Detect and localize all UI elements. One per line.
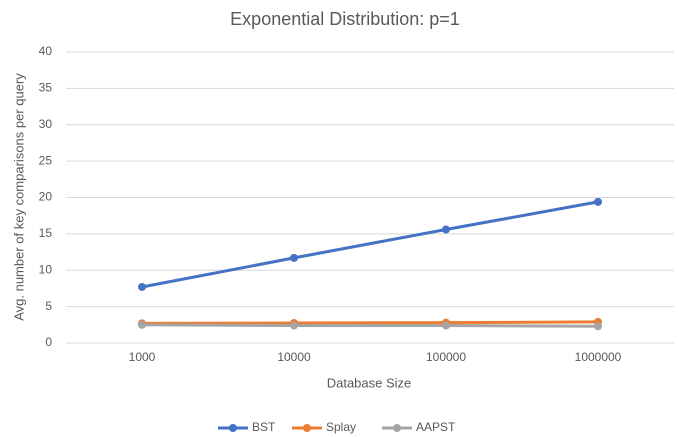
x-axis-title: Database Size — [327, 375, 412, 390]
data-point — [442, 225, 450, 234]
series-line — [141, 320, 599, 325]
chart-title: Exponential Distribution: p=1 — [230, 9, 460, 29]
y-tick-label: 35 — [39, 81, 53, 95]
series-line — [141, 200, 599, 289]
data-point — [138, 320, 146, 329]
legend-marker — [393, 424, 401, 432]
y-tick-label: 10 — [39, 262, 53, 276]
data-point — [594, 322, 602, 331]
data-point — [138, 282, 146, 291]
x-tick-label: 10000 — [277, 350, 311, 364]
y-tick-label: 30 — [39, 117, 53, 131]
x-tick-label: 1000000 — [575, 350, 622, 364]
legend-marker — [303, 424, 311, 432]
x-tick-label: 100000 — [426, 350, 466, 364]
legend-marker — [229, 424, 237, 432]
legend-label: BST — [252, 420, 276, 434]
y-tick-label: 0 — [45, 335, 52, 349]
legend-label: AAPST — [416, 420, 456, 434]
series-line — [141, 323, 599, 328]
legend-label: Splay — [326, 420, 356, 434]
y-tick-label: 5 — [45, 299, 52, 313]
y-tick-label: 20 — [39, 190, 53, 204]
y-tick-label: 40 — [39, 44, 53, 58]
y-tick-label: 25 — [39, 153, 53, 167]
data-point — [594, 197, 602, 206]
data-point — [290, 253, 298, 262]
y-axis-title: Avg. number of key comparisons per query — [11, 73, 26, 321]
data-point — [290, 321, 298, 330]
y-tick-label: 15 — [39, 226, 53, 240]
x-tick-label: 1000 — [129, 350, 156, 364]
data-point — [442, 321, 450, 330]
